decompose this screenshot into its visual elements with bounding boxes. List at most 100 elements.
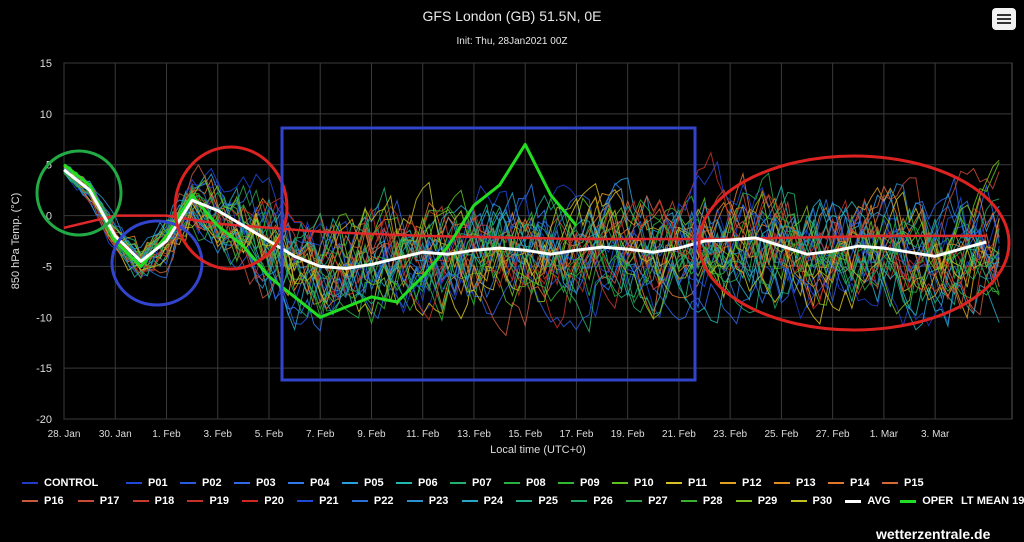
legend-label: P24	[483, 495, 504, 507]
legend-swatch	[558, 482, 574, 484]
y-tick-label: 10	[40, 109, 52, 121]
x-tick-label: 7. Feb	[306, 429, 335, 440]
legend-item[interactable]: P01	[126, 477, 180, 489]
legend-item[interactable]: P19	[187, 495, 242, 507]
x-tick-label: 17. Feb	[559, 429, 593, 440]
legend-swatch	[461, 500, 478, 502]
legend-item[interactable]: CONTROL	[22, 477, 126, 489]
legend-item[interactable]: P16	[22, 495, 78, 507]
legend-swatch	[351, 500, 368, 502]
legend-item[interactable]: P18	[132, 495, 188, 507]
legend-swatch	[735, 500, 752, 502]
legend-item[interactable]: P20	[242, 495, 297, 507]
x-tick-label: 11. Feb	[406, 429, 440, 440]
annotation-circle-blue	[110, 219, 204, 307]
x-tick-label: 27. Feb	[816, 429, 850, 440]
legend-label: P21	[319, 495, 339, 507]
legend-swatch	[680, 500, 697, 502]
legend-swatch	[626, 500, 643, 502]
legend: CONTROL P01 P02 P03 P04 P05 P06 P07 P08 P09 P10 P11…	[22, 474, 1024, 528]
x-tick-label: 30. Jan	[99, 429, 132, 440]
legend-label: P28	[702, 495, 723, 507]
legend-label: P30	[812, 495, 833, 507]
x-tick-label: 13. Feb	[457, 429, 491, 440]
annotation-circle-green	[35, 149, 123, 237]
legend-swatch	[132, 500, 149, 502]
legend-item[interactable]: P03	[234, 477, 288, 489]
legend-label: CONTROL	[44, 477, 99, 489]
legend-item[interactable]: P26	[571, 495, 626, 507]
legend-item[interactable]: P14	[828, 477, 882, 489]
legend-label: P09	[580, 477, 600, 489]
legend-label: P10	[634, 477, 654, 489]
x-tick-label: 1. Feb	[152, 429, 181, 440]
legend-item[interactable]: P12	[720, 477, 774, 489]
legend-label: P16	[44, 495, 64, 507]
legend-item[interactable]: P27	[626, 495, 681, 507]
legend-item[interactable]: P15	[882, 477, 936, 489]
legend-item[interactable]: P02	[180, 477, 234, 489]
legend-label: P27	[648, 495, 668, 507]
legend-swatch	[22, 500, 38, 502]
x-tick-label: 15. Feb	[508, 429, 542, 440]
legend-row: P16 P17 P18 P19 P20 P21 P22 P23 P24 P25 P26 P27 P28 P…	[22, 492, 1024, 510]
series-line-p06	[63, 165, 1000, 324]
legend-swatch	[342, 482, 358, 484]
legend-item[interactable]: P07	[450, 477, 504, 489]
legend-item[interactable]: P08	[504, 477, 558, 489]
chart-title: GFS London (GB) 51.5N, 0E	[422, 8, 602, 24]
x-tick-label: 1. Mar	[870, 429, 899, 440]
legend-item[interactable]: P21	[297, 495, 352, 507]
legend-item[interactable]: P30	[790, 495, 846, 507]
legend-item[interactable]: P05	[342, 477, 396, 489]
series-line-p27	[63, 172, 1000, 304]
legend-item[interactable]: P11	[666, 477, 720, 489]
legend-label: P25	[538, 495, 558, 507]
legend-item[interactable]: P24	[461, 495, 517, 507]
legend-item[interactable]: OPER	[900, 495, 955, 507]
y-tick-label: -15	[36, 363, 52, 375]
legend-label: P23	[428, 495, 449, 507]
legend-label: P13	[796, 477, 816, 489]
legend-item[interactable]: P10	[612, 477, 666, 489]
legend-label: P07	[472, 477, 492, 489]
hamburger-menu-icon[interactable]	[992, 8, 1016, 30]
legend-label: P20	[264, 495, 284, 507]
legend-swatch	[516, 500, 533, 502]
legend-item[interactable]: P22	[351, 495, 407, 507]
legend-swatch	[828, 482, 844, 484]
legend-label: P06	[418, 477, 438, 489]
legend-swatch	[180, 482, 196, 484]
legend-label: P17	[99, 495, 120, 507]
legend-label: LT MEAN 1981-2010	[961, 495, 1024, 507]
legend-item[interactable]: P09	[558, 477, 612, 489]
legend-item[interactable]: P04	[288, 477, 342, 489]
legend-swatch	[900, 499, 917, 503]
series-line-avg	[63, 168, 987, 270]
legend-label: P08	[526, 477, 546, 489]
y-axis-title: 850 hPa Temp. (°C)	[10, 193, 22, 290]
series-line-p21	[63, 160, 1000, 314]
legend-swatch	[77, 500, 94, 502]
legend-label: OPER	[922, 495, 954, 507]
annotation-ellipse-red	[697, 154, 1011, 332]
legend-label: P19	[209, 495, 230, 507]
legend-item[interactable]: LT MEAN 1981-2010	[955, 495, 1024, 507]
legend-item[interactable]: P23	[406, 495, 462, 507]
legend-swatch	[720, 482, 736, 484]
legend-item[interactable]: P17	[77, 495, 133, 507]
annotation-rectangle-blue	[280, 126, 697, 382]
legend-item[interactable]: P29	[735, 495, 791, 507]
series-line-p23	[63, 171, 1000, 299]
legend-item[interactable]: P25	[516, 495, 571, 507]
legend-item[interactable]: P28	[680, 495, 736, 507]
legend-item[interactable]: P06	[396, 477, 450, 489]
x-tick-label: 3. Feb	[204, 429, 233, 440]
legend-label: P18	[154, 495, 175, 507]
legend-swatch	[396, 482, 412, 484]
legend-item[interactable]: P13	[774, 477, 828, 489]
legend-item[interactable]: AVG	[845, 495, 900, 507]
series-line-p30	[63, 166, 1000, 305]
x-tick-label: 21. Feb	[662, 429, 696, 440]
